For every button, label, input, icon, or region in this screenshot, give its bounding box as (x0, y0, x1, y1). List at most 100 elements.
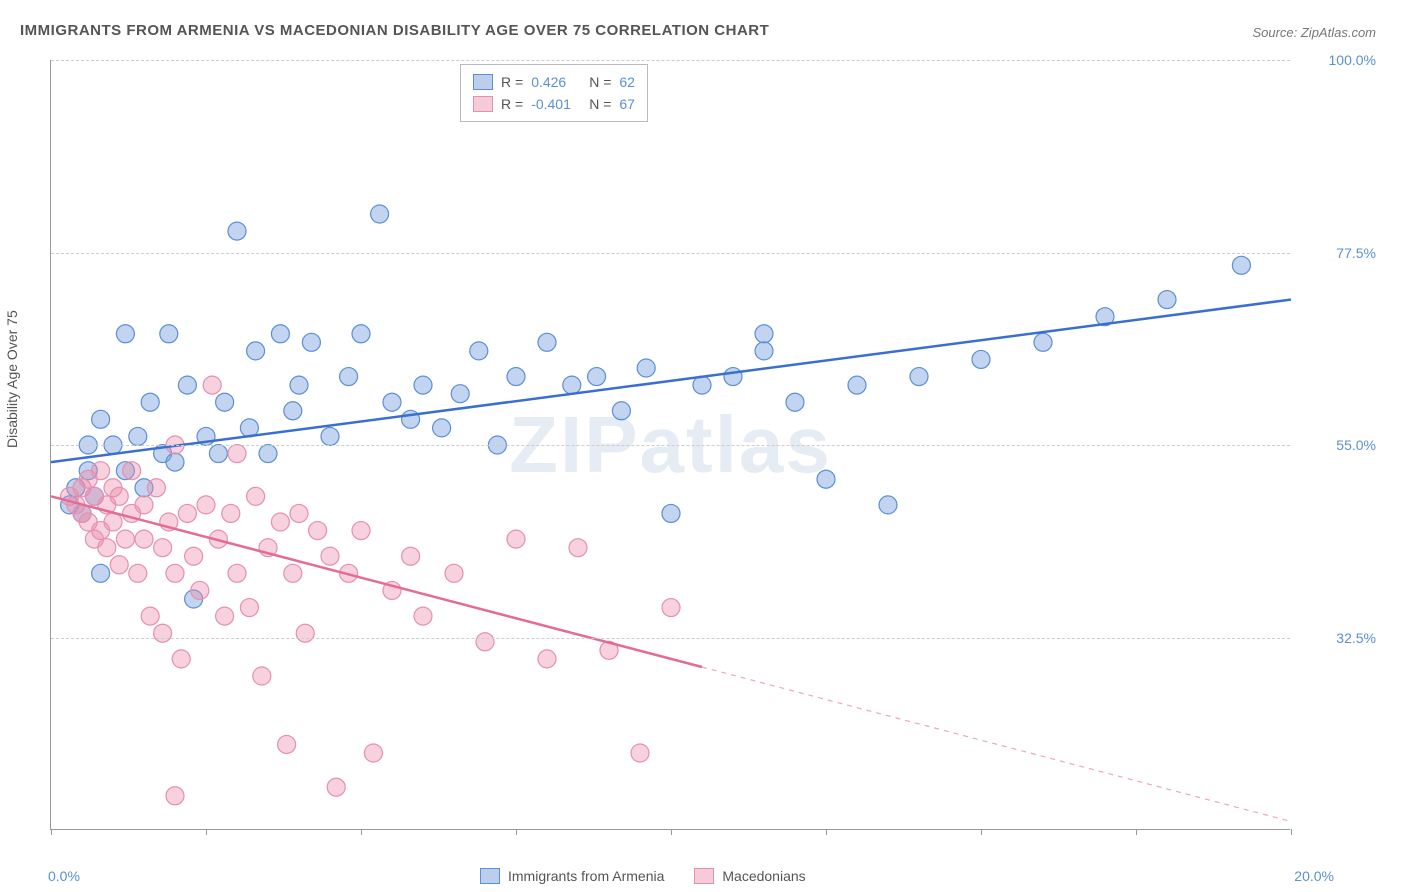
data-point (284, 402, 302, 420)
data-point (414, 607, 432, 625)
data-point (817, 470, 835, 488)
data-point (203, 376, 221, 394)
y-tick-label: 100.0% (1329, 52, 1376, 68)
data-point (302, 333, 320, 351)
x-axis-min-label: 0.0% (48, 868, 80, 884)
data-point (569, 539, 587, 557)
data-point (724, 368, 742, 386)
data-point (445, 564, 463, 582)
x-tick (1291, 829, 1292, 835)
data-point (284, 564, 302, 582)
data-point (476, 633, 494, 651)
plot-area: ZIPatlas (50, 60, 1290, 830)
data-point (247, 342, 265, 360)
data-point (972, 350, 990, 368)
data-point (755, 342, 773, 360)
legend-label: Immigrants from Armenia (508, 868, 664, 884)
swatch-pink-icon (694, 868, 714, 884)
gridline (51, 638, 1290, 639)
data-point (309, 522, 327, 540)
data-point (154, 539, 172, 557)
data-point (786, 393, 804, 411)
data-point (129, 564, 147, 582)
data-point (637, 359, 655, 377)
data-point (141, 607, 159, 625)
n-value: 67 (619, 93, 635, 115)
data-point (216, 607, 234, 625)
data-point (110, 487, 128, 505)
x-tick (1136, 829, 1137, 835)
data-point (197, 496, 215, 514)
data-point (247, 487, 265, 505)
data-point (185, 547, 203, 565)
data-point (259, 445, 277, 463)
x-tick (206, 829, 207, 835)
x-tick (826, 829, 827, 835)
data-point (98, 539, 116, 557)
y-tick-label: 55.0% (1336, 437, 1376, 453)
data-point (178, 504, 196, 522)
legend-row-macedonians: R = -0.401 N = 67 (473, 93, 635, 115)
data-point (507, 368, 525, 386)
legend-label: Macedonians (722, 868, 805, 884)
data-point (296, 624, 314, 642)
data-point (402, 547, 420, 565)
data-point (141, 393, 159, 411)
data-point (755, 325, 773, 343)
data-point (1034, 333, 1052, 351)
data-point (135, 496, 153, 514)
data-point (1158, 291, 1176, 309)
data-point (910, 368, 928, 386)
data-point (228, 445, 246, 463)
data-point (327, 778, 345, 796)
x-tick (981, 829, 982, 835)
data-point (340, 368, 358, 386)
data-point (178, 376, 196, 394)
r-label: R = (501, 71, 523, 93)
source-attribution: Source: ZipAtlas.com (1252, 25, 1376, 40)
data-point (1232, 256, 1250, 274)
data-point (290, 376, 308, 394)
data-point (92, 462, 110, 480)
n-label: N = (589, 93, 611, 115)
data-point (414, 376, 432, 394)
data-point (538, 333, 556, 351)
data-point (470, 342, 488, 360)
x-tick (516, 829, 517, 835)
data-point (588, 368, 606, 386)
data-point (166, 787, 184, 805)
data-point (104, 513, 122, 531)
swatch-blue-icon (480, 868, 500, 884)
data-point (321, 427, 339, 445)
data-point (116, 530, 134, 548)
n-label: N = (589, 71, 611, 93)
data-point (662, 504, 680, 522)
data-point (290, 504, 308, 522)
data-point (507, 530, 525, 548)
data-point (662, 599, 680, 617)
data-point (228, 564, 246, 582)
data-point (135, 530, 153, 548)
swatch-pink-icon (473, 96, 493, 112)
data-point (166, 564, 184, 582)
data-point (563, 376, 581, 394)
data-point (147, 479, 165, 497)
data-point (240, 599, 258, 617)
r-label: R = (501, 93, 523, 115)
data-point (879, 496, 897, 514)
data-point (216, 393, 234, 411)
data-point (209, 445, 227, 463)
data-point (352, 522, 370, 540)
data-point (92, 564, 110, 582)
data-point (191, 581, 209, 599)
data-point (123, 462, 141, 480)
data-point (129, 427, 147, 445)
data-point (364, 744, 382, 762)
y-tick-label: 32.5% (1336, 630, 1376, 646)
data-point (371, 205, 389, 223)
gridline (51, 445, 1290, 446)
data-point (110, 556, 128, 574)
data-point (352, 325, 370, 343)
data-point (848, 376, 866, 394)
r-value: -0.401 (531, 93, 581, 115)
